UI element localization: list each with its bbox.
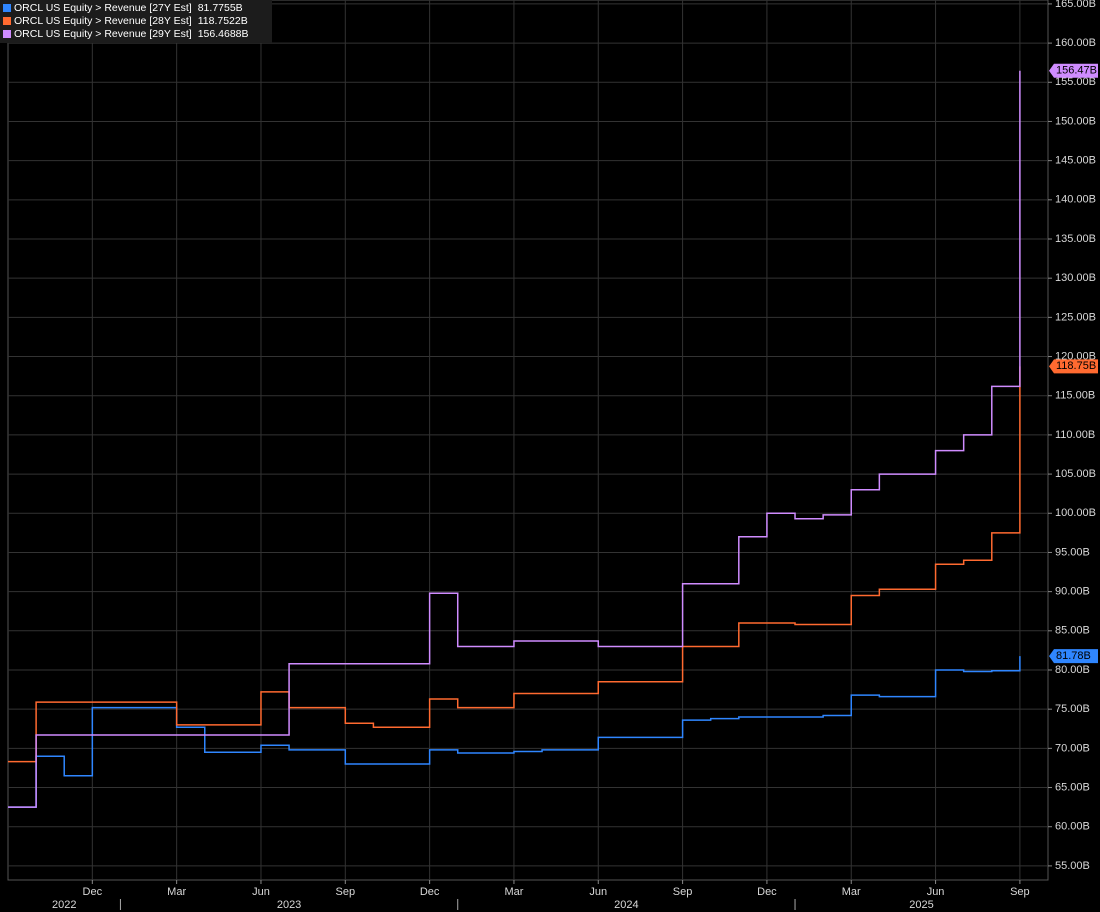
year-label: 2023 [277,899,301,911]
x-tick-label: Sep [673,886,693,898]
x-tick-label: Dec [757,886,777,898]
end-label: 156.47B [1056,65,1097,77]
x-tick-label: Mar [842,886,861,898]
y-tick-label: 165.00B [1055,0,1096,10]
y-tick-label: 85.00B [1055,625,1090,637]
y-tick-label: 110.00B [1055,429,1095,441]
end-label-box [1049,359,1098,374]
x-tick-label: Sep [336,886,356,898]
y-tick-label: 70.00B [1055,742,1090,754]
y-tick-label: 130.00B [1055,272,1096,284]
y-tick-label: 75.00B [1055,703,1090,715]
legend-name: ORCL US Equity > Revenue [27Y Est] [14,2,192,14]
y-tick-label: 100.00B [1055,507,1096,519]
y-tick-label: 140.00B [1055,194,1096,206]
legend: ORCL US Equity > Revenue [27Y Est] 81.775… [0,0,272,43]
legend-label: ORCL US Equity > Revenue [27Y Est] 81.775… [14,2,243,14]
end-label: 118.75B [1056,360,1096,372]
legend-name: ORCL US Equity > Revenue [29Y Est] [14,28,192,40]
y-tick-label: 55.00B [1055,860,1090,872]
y-tick-label: 105.00B [1055,468,1096,480]
end-label-box [1049,63,1098,78]
legend-value: 118.7522B [198,15,248,27]
x-tick-label: Jun [252,886,270,898]
plot-area [7,0,1049,881]
legend-value: 81.7755B [198,2,243,14]
x-tick-label: Dec [83,886,103,898]
y-tick-label: 160.00B [1055,37,1096,49]
legend-box [0,0,272,43]
y-tick-label: 60.00B [1055,821,1090,833]
series-line [8,366,1021,763]
year-label: 2024 [614,899,638,911]
legend-value: 156.4688B [198,28,249,40]
y-tick-label: 135.00B [1055,233,1096,245]
x-tick-label: Jun [589,886,607,898]
y-tick-label: 65.00B [1055,781,1090,793]
y-tick-label: 115.00B [1055,390,1095,402]
x-tick-label: Mar [504,886,523,898]
x-tick-label: Dec [420,886,440,898]
end-label-box [1049,649,1098,664]
x-tick-label: Sep [1010,886,1030,898]
year-label: 2022 [52,899,76,911]
y-tick-label: 150.00B [1055,115,1096,127]
series-line [8,70,1021,808]
y-tick-label: 125.00B [1055,311,1096,323]
legend-label: ORCL US Equity > Revenue [28Y Est] 118.75… [14,15,248,27]
end-label: 81.78B [1056,650,1091,662]
x-tick-label: Jun [927,886,945,898]
y-tick-label: 95.00B [1055,546,1090,558]
legend-swatch [3,17,11,25]
year-label: 2025 [909,899,933,911]
legend-name: ORCL US Equity > Revenue [28Y Est] [14,15,192,27]
y-tick-label: 145.00B [1055,155,1096,167]
y-tick-label: 155.00B [1055,76,1096,88]
y-tick-label: 90.00B [1055,586,1090,598]
legend-swatch [3,4,11,12]
legend-swatch [3,30,11,38]
legend-label: ORCL US Equity > Revenue [29Y Est] 156.46… [14,28,249,40]
x-tick-label: Mar [167,886,186,898]
y-tick-label: 80.00B [1055,664,1090,676]
